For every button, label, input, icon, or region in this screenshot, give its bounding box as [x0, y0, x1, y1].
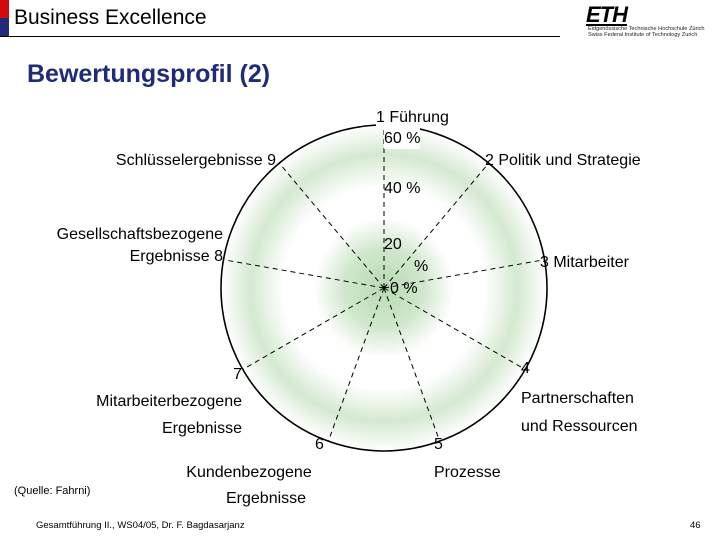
page-title: Bewertungsprofil (2)	[27, 60, 271, 88]
axis-label-5-name: Prozesse	[434, 464, 501, 481]
scale-label-60: 60 %	[384, 128, 421, 149]
axis-label-politik-strategie: 2 Politik und Strategie	[485, 152, 641, 169]
header-divider	[0, 36, 560, 37]
scale-label-20-unit: %	[414, 258, 429, 275]
axis-label-8-line2: Ergebnisse 8	[129, 248, 223, 265]
axis-label-8-line1: Gesellschaftsbezogene	[56, 226, 223, 243]
eth-logo-mark: ETH	[586, 2, 628, 27]
axis-label-mitarbeiter: 3 Mitarbeiter	[540, 254, 629, 271]
axis-label-7-line2: Ergebnisse	[161, 420, 242, 437]
page-number: 46	[690, 520, 701, 531]
scale-label-20: 20	[384, 236, 402, 253]
axis-label-6-line1: Kundenbezogene	[186, 464, 312, 481]
axis-label-schluesselergebnisse: Schlüsselergebnisse 9	[115, 152, 276, 169]
radar-spoke-5	[383, 287, 441, 442]
radar-spoke-7	[242, 287, 385, 370]
axis-label-4-line1: Partnerschaften	[521, 390, 634, 407]
radar-spoke-4	[383, 287, 526, 370]
axis-label-7-line1: Mitarbeiterbezogene	[96, 393, 242, 410]
radar-spoke-2	[383, 162, 490, 289]
scale-label-40: 40 %	[384, 180, 421, 197]
axis-label-fuehrung: 1 Führung	[376, 107, 449, 128]
axis-label-4-line2: und Ressourcen	[521, 418, 638, 435]
axis-label-7-number: 7	[233, 366, 242, 383]
section-header: Business Excellence	[14, 6, 207, 29]
scale-label-0: 0 %	[390, 280, 418, 297]
radar-spoke-8	[223, 259, 385, 289]
brand-color-bar	[0, 0, 9, 36]
radar-spoke-9	[278, 162, 385, 289]
eth-logo: ETH Eidgenössische Technische Hochschule…	[586, 2, 714, 38]
axis-label-5-number: 5	[434, 436, 443, 453]
radar-spoke-6	[327, 287, 385, 442]
eth-logo-line2: Swiss Federal Institute of Technology Zu…	[588, 32, 698, 38]
footer-course: Gesamtführung II., WS04/05, Dr. F. Bagda…	[36, 520, 245, 531]
axis-label-6-line2: Ergebnisse	[226, 490, 307, 507]
axis-label-4-number: 4	[521, 360, 530, 377]
eth-logo-line1: Eidgenössische Technische Hochschule Zür…	[588, 26, 705, 32]
axis-label-6-number: 6	[315, 436, 324, 453]
radar-spoke-3	[383, 259, 545, 289]
source-note: (Quelle: Fahrni)	[14, 485, 91, 497]
